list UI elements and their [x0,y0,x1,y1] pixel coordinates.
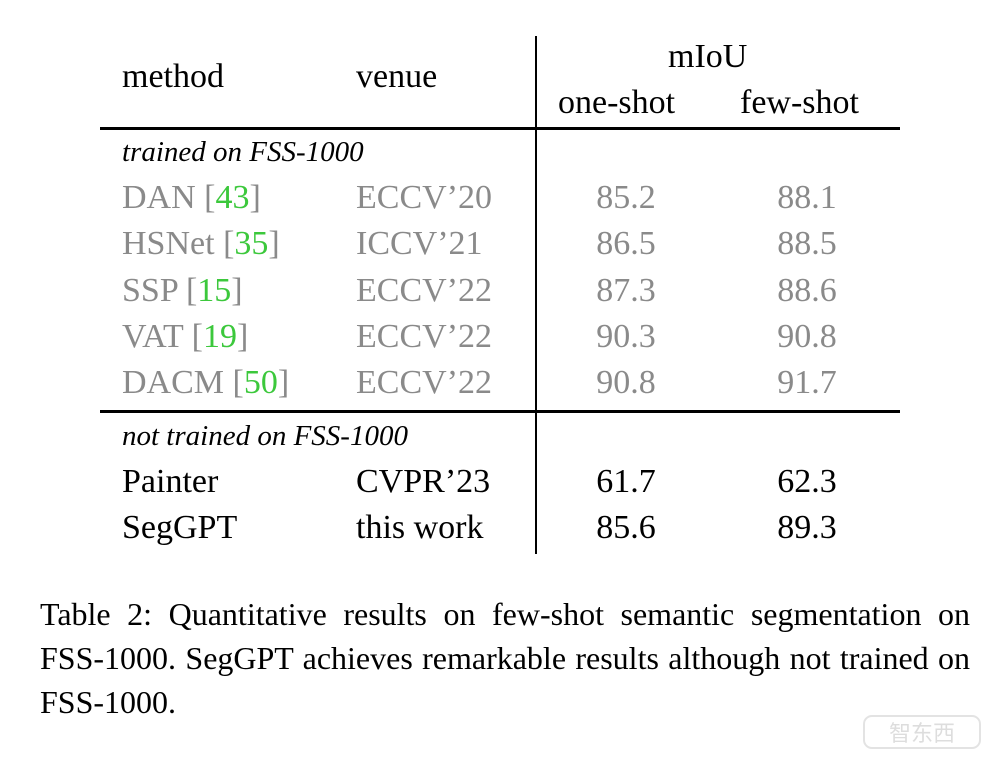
caption-text: Table 2: Quantitative results on few-sho… [40,596,970,720]
table-row: VAT [19] [122,318,249,355]
group-label-trained: trained on FSS-1000 [122,136,364,168]
header-venue: venue [356,58,438,95]
table-row: HSNet [35] [122,225,280,262]
method-name: HSNet [122,225,215,262]
one-shot-cell: 90.8 [596,364,656,401]
one-shot-cell: 87.3 [596,272,656,309]
method-name: DAN [122,179,196,216]
watermark-text: 智东西 [889,722,955,747]
column-separator [535,36,537,554]
few-shot-cell: 62.3 [777,463,837,500]
one-shot-cell: 85.6 [596,509,656,546]
few-shot-cell: 88.5 [777,225,837,262]
one-shot-cell: 90.3 [596,318,656,355]
one-shot-cell: 86.5 [596,225,656,262]
table-row: DACM [50] [122,364,290,401]
watermark-logo: 智东西 [863,715,981,749]
venue-cell: this work [356,509,484,546]
citation-link[interactable]: 19 [202,318,237,355]
method-name: DACM [122,364,225,401]
venue-cell: ECCV’20 [356,179,492,216]
citation-link[interactable]: 35 [234,225,269,262]
group-label-not-trained: not trained on FSS-1000 [122,420,408,452]
few-shot-cell: 89.3 [777,509,837,546]
header-rule [100,127,900,130]
venue-cell: ICCV’21 [356,225,483,262]
citation-link[interactable]: 43 [215,179,250,216]
table-row: DAN [43] [122,179,261,216]
one-shot-cell: 61.7 [596,463,656,500]
method-name: SSP [122,272,178,309]
header-few-shot: few-shot [740,84,859,121]
one-shot-cell: 85.2 [596,179,656,216]
method-name: Painter [122,463,219,500]
table-caption: Table 2: Quantitative results on few-sho… [40,592,970,724]
header-miou: mIoU [668,38,748,75]
method-name: SegGPT [122,509,238,546]
few-shot-cell: 90.8 [777,318,837,355]
table-row: SSP [15] [122,272,243,309]
venue-cell: ECCV’22 [356,364,492,401]
method-name: VAT [122,318,184,355]
few-shot-cell: 88.6 [777,272,837,309]
few-shot-cell: 88.1 [777,179,837,216]
venue-cell: ECCV’22 [356,318,492,355]
venue-cell: ECCV’22 [356,272,492,309]
citation-link[interactable]: 15 [197,272,232,309]
header-method: method [122,58,224,95]
group-rule [100,410,900,413]
header-one-shot: one-shot [558,84,676,121]
few-shot-cell: 91.7 [777,364,837,401]
citation-link[interactable]: 50 [243,364,278,401]
venue-cell: CVPR’23 [356,463,491,500]
